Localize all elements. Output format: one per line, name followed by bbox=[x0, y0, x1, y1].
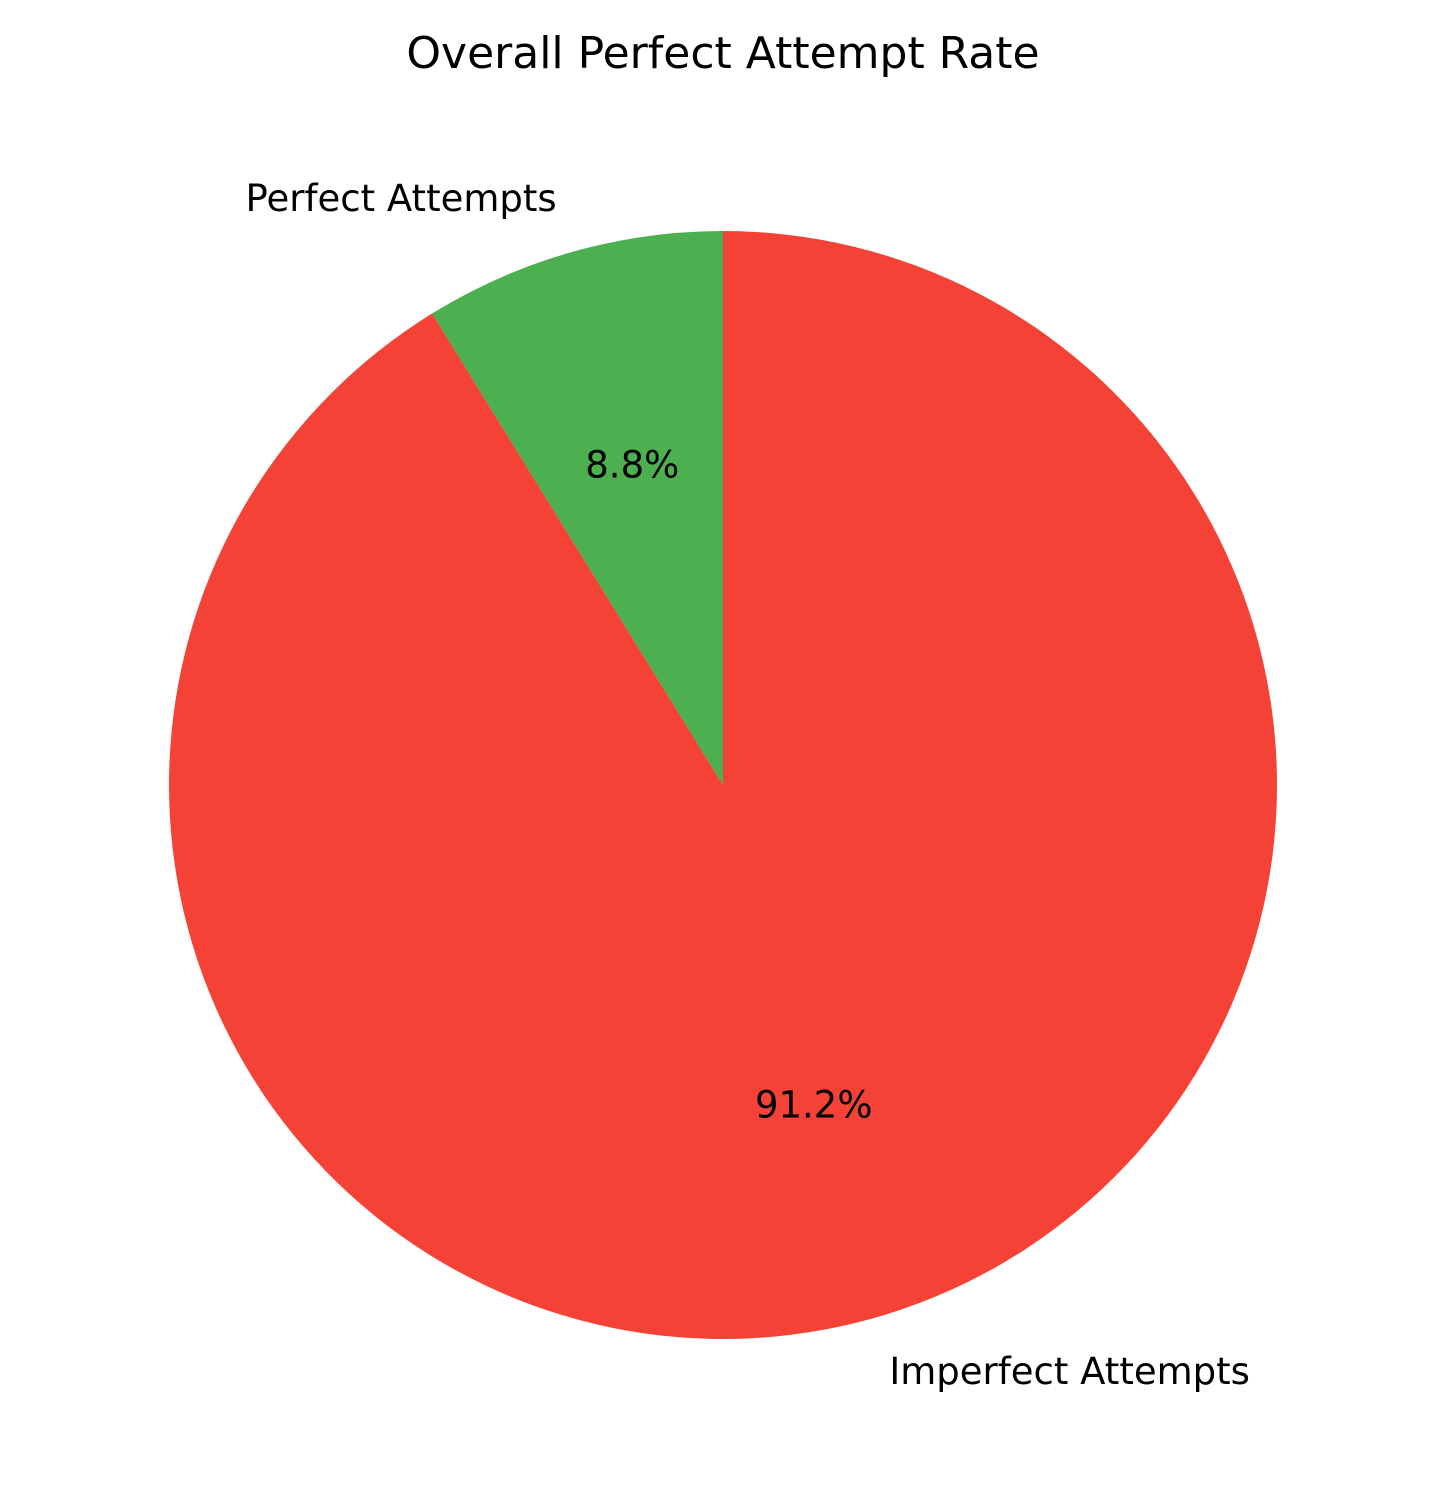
chart-title: Overall Perfect Attempt Rate bbox=[406, 28, 1039, 79]
slice-percent-label: 91.2% bbox=[755, 1083, 873, 1126]
slice-percent-label: 8.8% bbox=[585, 444, 679, 487]
labels-layer: 8.8% Perfect Attempts 91.2% Imperfect Attem… bbox=[246, 177, 1250, 1393]
pie-slice-perfect-attempts bbox=[432, 231, 723, 785]
slice-category-label: Perfect Attempts bbox=[246, 177, 557, 220]
pie-slice-imperfect-attempts bbox=[169, 231, 1278, 1339]
slice-category-label: Imperfect Attempts bbox=[889, 1350, 1250, 1393]
slices-layer bbox=[169, 231, 1278, 1339]
